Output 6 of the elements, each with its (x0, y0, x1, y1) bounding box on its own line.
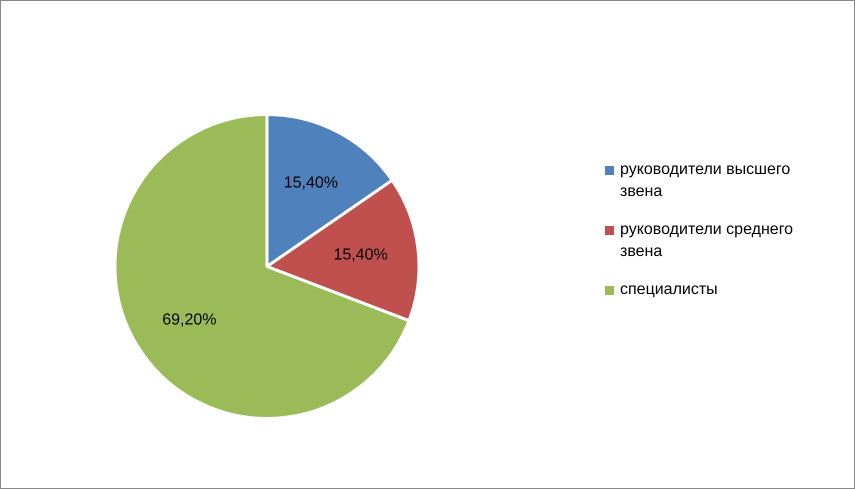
data-label: 15,40% (333, 246, 388, 264)
data-label: 69,20% (162, 311, 217, 328)
data-label: 15,40% (284, 174, 338, 192)
legend-label: руководители высшего звена (620, 160, 792, 202)
legend-label: специалисты (620, 280, 718, 300)
legend-label: руководители среднего звена (620, 220, 794, 262)
